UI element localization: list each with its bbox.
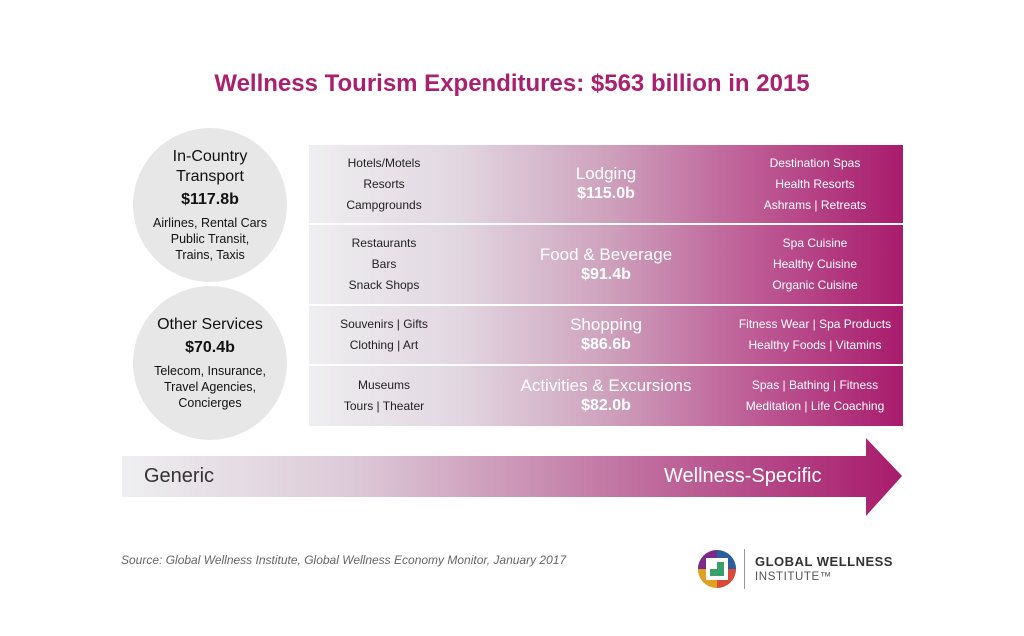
gwi-logo-icon <box>698 550 736 588</box>
circle-title: Other Services <box>157 316 263 333</box>
circle-description: Telecom, Insurance, Travel Agencies, Con… <box>145 363 275 411</box>
grid-row-shopping: Souvenirs | Gifts Clothing | Art Shoppin… <box>309 306 903 366</box>
category-name: Activities & Excursions <box>520 376 692 395</box>
category-name: Shopping <box>570 315 642 334</box>
wellness-item: Spa Cuisine <box>782 236 848 250</box>
generic-item: Campgrounds <box>346 197 422 212</box>
generic-item: Restaurants <box>351 236 417 250</box>
circle-title: In-Country Transport <box>172 148 248 185</box>
wellness-item: Spas | Bathing | Fitness <box>751 378 879 392</box>
generic-list: Museums Tours | Theater <box>309 366 459 426</box>
generic-to-wellness-arrow: Generic Wellness-Specific <box>122 438 902 516</box>
wellness-item: Destination Spas <box>769 155 861 170</box>
circle-in-country-transport: In-Country Transport $117.8b Airlines, R… <box>133 128 287 282</box>
arrow-shape <box>122 438 902 516</box>
wellness-list: Destination Spas Health Resorts Ashrams … <box>709 145 921 223</box>
category-value: $82.0b <box>581 397 631 414</box>
wellness-list: Fitness Wear | Spa Products Healthy Food… <box>709 306 921 364</box>
category-block: Activities & Excursions $82.0b <box>494 366 718 426</box>
logo-divider <box>744 549 745 589</box>
page-title: Wellness Tourism Expenditures: $563 bill… <box>214 70 810 97</box>
logo-text-line2: INSTITUTE™ <box>755 571 832 583</box>
wellness-item: Organic Cuisine <box>772 278 858 292</box>
circle-desc-line: Telecom, Insurance, <box>154 364 266 378</box>
wellness-item: Meditation | Life Coaching <box>745 399 885 413</box>
circle-description: Airlines, Rental Cars Public Transit, Tr… <box>153 215 267 263</box>
source-note: Source: Global Wellness Institute, Globa… <box>121 553 567 567</box>
circle-desc-line: Airlines, Rental Cars <box>153 216 267 230</box>
wellness-list: Spa Cuisine Healthy Cuisine Organic Cuis… <box>709 225 921 304</box>
wellness-item: Fitness Wear | Spa Products <box>738 317 892 331</box>
generic-list: Hotels/Motels Resorts Campgrounds <box>309 145 459 223</box>
circle-value: $117.8b <box>181 191 239 208</box>
grid-row-lodging: Hotels/Motels Resorts Campgrounds Lodgin… <box>309 145 903 225</box>
gwi-logo: GLOBAL WELLNESS INSTITUTE™ <box>696 548 906 590</box>
generic-item: Snack Shops <box>348 278 420 292</box>
category-block: Lodging $115.0b <box>494 145 718 223</box>
wellness-item: Ashrams | Retreats <box>763 197 867 212</box>
wellness-list: Spas | Bathing | Fitness Meditation | Li… <box>709 366 921 426</box>
category-name: Lodging <box>575 164 637 183</box>
wellness-item: Healthy Foods | Vitamins <box>748 338 882 352</box>
generic-item: Tours | Theater <box>343 399 425 413</box>
category-value: $86.6b <box>581 336 631 353</box>
circle-desc-line: Trains, Taxis <box>175 248 245 262</box>
circle-desc-line: Concierges <box>178 396 242 410</box>
generic-item: Resorts <box>363 176 405 191</box>
category-value: $91.4b <box>581 265 631 283</box>
arrow-label-generic: Generic <box>144 465 215 487</box>
arrow-label-wellness-specific: Wellness-Specific <box>664 465 822 487</box>
category-name: Food & Beverage <box>539 244 673 264</box>
circle-desc-line: Public Transit, <box>170 232 250 246</box>
generic-item: Souvenirs | Gifts <box>340 317 428 331</box>
expenditure-grid: Hotels/Motels Resorts Campgrounds Lodgin… <box>309 145 903 426</box>
wellness-item: Healthy Cuisine <box>772 257 858 271</box>
category-value: $115.0b <box>577 185 635 202</box>
circle-other-services: Other Services $70.4b Telecom, Insurance… <box>133 286 287 440</box>
generic-list: Souvenirs | Gifts Clothing | Art <box>309 306 459 364</box>
generic-item: Museums <box>357 378 410 392</box>
generic-item: Bars <box>371 257 397 271</box>
generic-list: Restaurants Bars Snack Shops <box>309 225 459 304</box>
wellness-item: Health Resorts <box>775 176 855 191</box>
circle-value: $70.4b <box>185 339 235 356</box>
generic-item: Hotels/Motels <box>347 155 421 170</box>
logo-text-line1: GLOBAL WELLNESS <box>755 554 893 569</box>
grid-row-activities-excursions: Museums Tours | Theater Activities & Exc… <box>309 366 903 426</box>
generic-item: Clothing | Art <box>349 338 419 352</box>
circle-desc-line: Travel Agencies, <box>164 380 256 394</box>
grid-row-food-beverage: Restaurants Bars Snack Shops Food & Beve… <box>309 225 903 306</box>
category-block: Food & Beverage $91.4b <box>494 225 718 304</box>
category-block: Shopping $86.6b <box>494 306 718 364</box>
